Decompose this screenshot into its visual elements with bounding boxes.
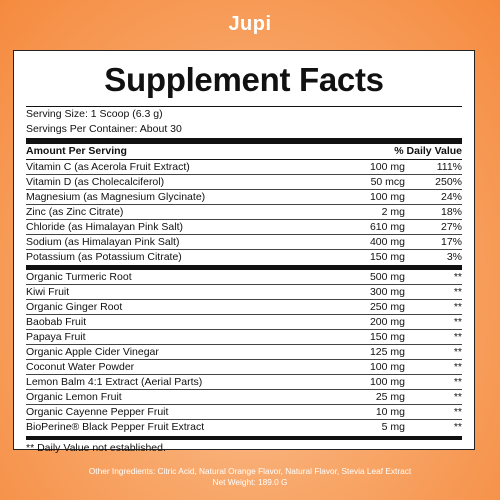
ingredient-amount: 100 mg (369, 361, 405, 373)
ingredient-name: Organic Lemon Fruit (26, 391, 122, 403)
ingredient-name: Vitamin C (as Acerola Fruit Extract) (26, 161, 190, 173)
ingredient-name: Kiwi Fruit (26, 286, 70, 298)
daily-value: ** (453, 406, 462, 418)
ingredient-name: Organic Apple Cider Vinegar (26, 346, 159, 358)
blend-row: Organic Ginger Root 250 mg ** (26, 300, 462, 315)
ingredient-amount: 25 mg (375, 391, 405, 403)
blend-row: Organic Cayenne Pepper Fruit 10 mg ** (26, 405, 462, 420)
other-ingredients-block: Other Ingredients: Citric Acid, Natural … (0, 466, 500, 488)
amount-header: Amount Per Serving (26, 145, 127, 157)
nutrient-row: Zinc (as Zinc Citrate) 2 mg 18% (26, 205, 462, 220)
ingredient-amount: 150 mg (369, 331, 405, 343)
footnote: ** Daily Value not established. (26, 442, 166, 454)
ingredient-amount: 5 mg (381, 421, 405, 433)
daily-value: ** (453, 271, 462, 283)
panel-title: Supplement Facts (104, 61, 384, 98)
ingredient-amount: 610 mg (369, 221, 405, 233)
serving-divider (26, 138, 462, 144)
blend-row: Organic Turmeric Root 500 mg ** (26, 270, 462, 285)
supplement-facts-panel: Supplement Facts Serving Size: 1 Scoop (… (13, 50, 475, 454)
nutrient-row: Potassium (as Potassium Citrate) 150 mg 3% (26, 250, 462, 265)
ingredient-amount: 125 mg (369, 346, 405, 358)
blend-row: Lemon Balm 4:1 Extract (Aerial Parts) 100… (26, 375, 462, 390)
daily-value: ** (453, 361, 462, 373)
ingredient-name: Organic Turmeric Root (26, 271, 132, 283)
ingredient-amount: 400 mg (369, 236, 405, 248)
daily-value: 24% (440, 191, 462, 203)
ingredient-amount: 100 mg (369, 191, 405, 203)
ingredient-amount: 150 mg (369, 251, 405, 263)
blend-list: Organic Turmeric Root 500 mg ** Kiwi Fruit 3… (26, 270, 462, 435)
daily-value: 3% (446, 251, 462, 263)
daily-value: 27% (440, 221, 462, 233)
nutrient-row: Magnesium (as Magnesium Glycinate) 100 mg… (26, 190, 462, 205)
footnote-divider (26, 436, 462, 440)
ingredient-name: BioPerine® Black Pepper Fruit Extract (26, 421, 205, 433)
table-header: Amount Per Serving % Daily Value (26, 144, 462, 160)
dv-header: % Daily Value (394, 145, 462, 157)
daily-value: ** (453, 346, 462, 358)
ingredient-name: Sodium (as Himalayan Pink Salt) (26, 236, 180, 248)
ingredient-amount: 500 mg (369, 271, 405, 283)
nutrient-row: Vitamin D (as Cholecalciferol) 50 mcg 250% (26, 175, 462, 190)
net-weight: Net Weight: 189.0 G (212, 477, 288, 487)
ingredient-name: Coconut Water Powder (26, 361, 135, 373)
blend-row: Papaya Fruit 150 mg ** (26, 330, 462, 345)
ingredient-amount: 250 mg (369, 301, 405, 313)
daily-value: ** (453, 391, 462, 403)
daily-value: 250% (435, 176, 462, 188)
ingredient-amount: 2 mg (381, 206, 405, 218)
brand-logo: Jupi (228, 13, 272, 35)
ingredient-name: Organic Cayenne Pepper Fruit (26, 406, 169, 418)
ingredient-name: Vitamin D (as Cholecalciferol) (26, 176, 165, 188)
ingredient-amount: 100 mg (369, 161, 405, 173)
ingredient-name: Magnesium (as Magnesium Glycinate) (26, 191, 206, 203)
daily-value: 111% (436, 161, 462, 173)
servings-per-container: Servings Per Container: About 30 (26, 123, 182, 135)
other-ingredients: Other Ingredients: Citric Acid, Natural … (88, 466, 412, 476)
daily-value: ** (453, 421, 462, 433)
ingredient-name: Potassium (as Potassium Citrate) (26, 251, 182, 263)
ingredient-name: Lemon Balm 4:1 Extract (Aerial Parts) (26, 376, 203, 388)
nutrient-row: Vitamin C (as Acerola Fruit Extract) 100 … (26, 160, 462, 175)
blend-row: Kiwi Fruit 300 mg ** (26, 285, 462, 300)
daily-value: ** (453, 331, 462, 343)
nutrient-list: Vitamin C (as Acerola Fruit Extract) 100 … (26, 160, 462, 265)
title-divider (26, 106, 462, 107)
nutrient-row: Chloride (as Himalayan Pink Salt) 610 mg 2… (26, 220, 462, 235)
blend-row: Organic Lemon Fruit 25 mg ** (26, 390, 462, 405)
ingredient-amount: 300 mg (369, 286, 405, 298)
section-divider (26, 265, 462, 270)
ingredient-amount: 10 mg (375, 406, 405, 418)
serving-size: Serving Size: 1 Scoop (6.3 g) (26, 108, 163, 120)
blend-row: Baobab Fruit 200 mg ** (26, 315, 462, 330)
daily-value: ** (453, 376, 462, 388)
daily-value: 17% (440, 236, 462, 248)
daily-value: ** (453, 286, 462, 298)
ingredient-amount: 200 mg (369, 316, 405, 328)
daily-value: ** (453, 316, 462, 328)
ingredient-name: Organic Ginger Root (26, 301, 123, 313)
ingredient-amount: 50 mcg (370, 176, 405, 188)
ingredient-name: Papaya Fruit (26, 331, 86, 343)
daily-value: ** (453, 301, 462, 313)
ingredient-amount: 100 mg (369, 376, 405, 388)
blend-row: BioPerine® Black Pepper Fruit Extract 5 m… (26, 420, 462, 435)
nutrient-row: Sodium (as Himalayan Pink Salt) 400 mg 17% (26, 235, 462, 250)
ingredient-name: Baobab Fruit (26, 316, 87, 328)
ingredient-name: Zinc (as Zinc Citrate) (26, 206, 124, 218)
blend-row: Coconut Water Powder 100 mg ** (26, 360, 462, 375)
daily-value: 18% (440, 206, 462, 218)
blend-row: Organic Apple Cider Vinegar 125 mg ** (26, 345, 462, 360)
ingredient-name: Chloride (as Himalayan Pink Salt) (26, 221, 183, 233)
